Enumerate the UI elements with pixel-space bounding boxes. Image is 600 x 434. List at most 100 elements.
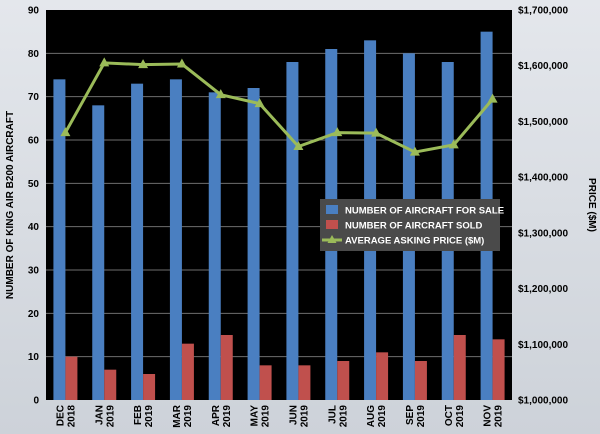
y-tick-label: 50 [28,179,40,190]
legend-label: NUMBER OF AIRCRAFT FOR SALE [345,206,504,217]
x-tick-label: 2019 [416,405,427,428]
x-tick-label: MAY [250,405,261,427]
x-tick-group: JAN 2019 [94,405,116,428]
price-marker [409,146,420,156]
x-tick-label: 2019 [222,405,233,428]
x-tick-group: OCT 2019 [444,405,466,428]
x-tick-label: JUN [288,405,299,425]
y-right-tick-label: $1,500,000 [518,117,568,128]
bar-for-sale [247,88,260,400]
x-tick-label: 2019 [105,405,116,428]
y-tick-label: 0 [33,396,39,407]
x-tick-group: AUG 2019 [366,405,388,428]
bar-sold [65,356,78,400]
y-right-tick-label: $1,100,000 [518,340,568,351]
x-tick-group: NOV 2019 [483,405,505,428]
y-tick-label: 20 [28,309,40,320]
price-line [64,61,494,154]
x-tick-label: JAN [94,405,105,425]
bar-for-sale [286,62,299,400]
price-marker [487,93,498,103]
bar-sold [492,339,505,400]
y-tick-label: 10 [28,352,40,363]
y-right-tick-label: $1,200,000 [518,284,568,295]
x-tick-group: MAY 2019 [250,405,272,428]
bar-for-sale [208,92,221,400]
y-tick-label: 40 [28,222,40,233]
gridlines [46,52,512,358]
x-tick-label: FEB [133,405,144,425]
x-tick-group: FEB 2019 [133,405,155,428]
x-tick-label: 2019 [261,405,272,428]
price-marker [215,89,226,99]
price-marker [60,127,71,137]
bar-sold [414,361,427,400]
price-line-group [60,57,498,156]
y-axis-title: NUMBER OF KING AIR B200 AIRCRAFT [5,111,16,299]
x-tick-label: 2019 [338,405,349,428]
bar-sold [181,343,194,400]
x-tick-label: 2019 [494,405,505,428]
x-tick-label: 2019 [183,405,194,428]
legend-label: AVERAGE ASKING PRICE ($M) [345,236,484,247]
left-axis-ticks: 0 10 20 30 40 50 60 70 80 90 [28,6,40,407]
price-marker [332,127,343,137]
bar-sold [453,335,466,400]
y-right-tick-label: $1,600,000 [518,61,568,72]
y-tick-label: 70 [28,92,40,103]
y-axis-right-title: PRICE ($M) [586,178,597,232]
y-tick-label: 80 [28,49,40,60]
x-tick-label: 2019 [299,405,310,428]
price-marker [99,57,110,67]
x-tick-label: MAR [172,404,183,428]
price-marker [293,141,304,150]
price-marker [448,139,459,149]
legend-swatch-sold [326,220,338,229]
x-axis-ticks: DEC 2018 JAN 2019 FEB 2019 MAR 2019 APR 2019 MAY 20… [55,404,504,428]
bar-for-sale [92,105,105,400]
bar-for-sale [169,79,182,400]
x-tick-group: DEC 2018 [55,405,77,428]
right-axis-ticks: $1,000,000 $1,100,000 $1,200,000 $1,300,000… [518,6,568,407]
x-tick-label: OCT [444,405,455,426]
bar-sold [220,335,233,400]
y-right-tick-label: $1,300,000 [518,228,568,239]
legend-box [320,199,500,251]
bar-for-sale [53,79,66,400]
price-marker [371,127,382,137]
legend-swatch-for-sale [326,205,338,214]
y-right-tick-label: $1,000,000 [518,396,568,407]
x-tick-label: 2019 [144,405,155,428]
y-tick-label: 30 [28,266,40,277]
y-right-tick-label: $1,700,000 [518,6,568,17]
x-tick-group: SEP 2019 [405,405,427,428]
y-tick-label: 60 [28,136,40,147]
x-tick-label: 2019 [377,405,388,428]
legend-label: NUMBER OF AIRCRAFT SOLD [345,221,483,232]
bar-sold [104,369,117,400]
bar-sold [337,361,350,400]
x-tick-label: 2018 [66,405,77,428]
x-tick-label: APR [211,404,222,426]
x-tick-label: 2019 [455,405,466,428]
bar-sold [298,365,311,400]
x-tick-label: NOV [483,405,494,427]
bar-sold [259,365,272,400]
y-tick-label: 90 [28,6,40,17]
x-tick-label: SEP [405,405,416,425]
price-marker [138,59,149,69]
bar-for-sale [131,83,144,401]
y-right-tick-label: $1,400,000 [518,173,568,184]
x-tick-group: APR 2019 [211,404,233,427]
x-tick-label: JUL [327,405,338,424]
x-tick-label: DEC [55,405,66,426]
legend-swatch-price-marker [327,235,337,243]
x-tick-group: MAR 2019 [172,404,194,428]
bar-sold [143,374,156,400]
x-tick-group: JUN 2019 [288,405,310,428]
x-tick-group: JUL 2019 [327,405,349,428]
bar-sold [376,352,389,400]
price-marker [254,98,265,108]
